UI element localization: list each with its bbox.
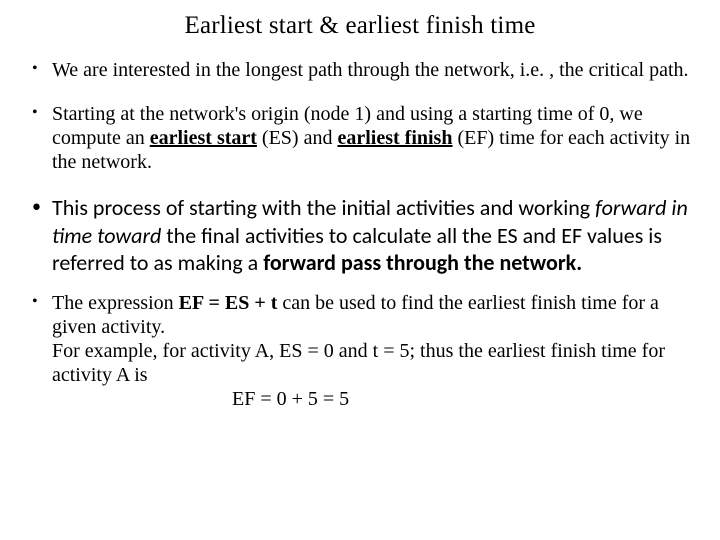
bullet4-part1: The expression bbox=[52, 292, 179, 314]
bullet-item-4: The expression EF = ES + t can be used t… bbox=[28, 291, 692, 411]
bullet2-part2: (ES) and bbox=[257, 127, 338, 149]
bullet2-es: earliest start bbox=[150, 127, 257, 149]
bullet4-part4: EF = 0 + 5 = 5 bbox=[52, 388, 349, 410]
bullet2-ef: earliest finish bbox=[337, 127, 452, 149]
bullet3-bold: forward pass through the network. bbox=[263, 249, 582, 276]
bullet1-text: We are interested in the longest path th… bbox=[52, 59, 689, 81]
bullet-item-1: We are interested in the longest path th… bbox=[28, 58, 692, 82]
bullet-item-2: Starting at the network's origin (node 1… bbox=[28, 102, 692, 174]
slide-title: Earliest start & earliest finish time bbox=[28, 12, 692, 40]
bullet-list: We are interested in the longest path th… bbox=[28, 58, 692, 411]
bullet4-part3: For example, for activity A, ES = 0 and … bbox=[52, 340, 665, 386]
bullet-item-3: This process of starting with the initia… bbox=[28, 194, 692, 277]
bullet4-eq: EF = ES + t bbox=[179, 292, 283, 314]
bullet3-part1: This process of starting with the initia… bbox=[52, 194, 595, 221]
